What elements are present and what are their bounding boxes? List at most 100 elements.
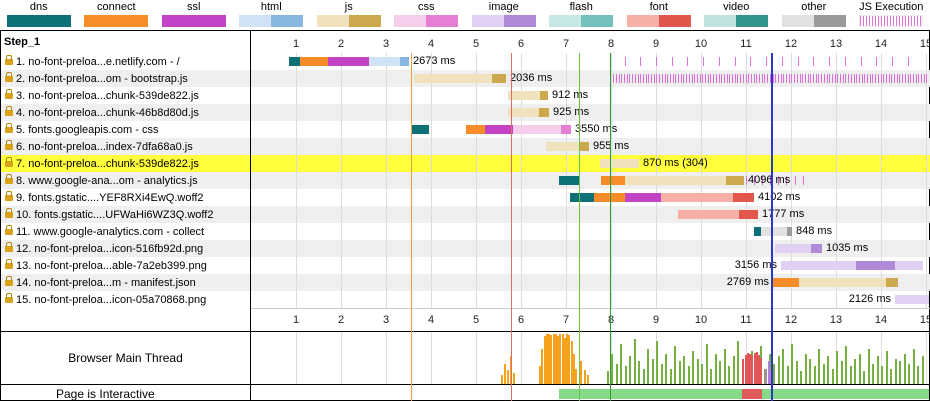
axis-tick-top-7: 7 <box>563 38 569 50</box>
request-row-label[interactable]: 1. no-font-preloa...e.netlify.com - / <box>1 53 250 70</box>
cpu-bar <box>904 354 906 384</box>
request-segment-image_dark <box>811 244 822 253</box>
request-time-label: 925 ms <box>553 104 589 121</box>
request-row-label[interactable]: 11. www.google-analytics.com - collect <box>1 223 250 240</box>
gridline <box>296 53 297 308</box>
cpu-bar <box>823 364 825 384</box>
cpu-bar <box>620 344 622 384</box>
request-row-label[interactable]: 7. no-font-preloa...chunk-539de822.js <box>1 155 250 172</box>
request-url: 14. no-font-preloa...m - manifest.json <box>16 277 196 289</box>
request-url: 5. fonts.googleapis.com - css <box>16 124 158 136</box>
js-execution-tick <box>789 74 790 83</box>
request-time-label: 2126 ms <box>849 291 891 308</box>
js-execution-tick <box>635 74 636 83</box>
request-segment-js_light <box>600 159 639 168</box>
request-row-label[interactable]: 9. fonts.gstatic....YEF8RXi4EwQ.woff2 <box>1 189 250 206</box>
request-labels: 1. no-font-preloa...e.netlify.com - /2. … <box>1 53 250 308</box>
request-row-label[interactable]: 6. no-font-preloa...index-7dfa68a0.js <box>1 138 250 155</box>
js-execution-tick <box>735 74 736 83</box>
axis-tick-bottom-14: 14 <box>875 314 887 326</box>
axis-tick-bottom-10: 10 <box>695 314 707 326</box>
js-execution-tick <box>899 74 900 83</box>
axis-spacer <box>1 308 250 331</box>
axis-tick-bottom-2: 2 <box>338 314 344 326</box>
cpu-bar <box>751 355 753 384</box>
request-segment-js_light <box>546 142 580 151</box>
request-url: 4. no-font-preloa...chunk-46b8d80d.js <box>16 107 199 119</box>
js-execution-tick <box>924 74 925 83</box>
js-execution-tick <box>686 74 687 83</box>
js-execution-tick <box>794 74 795 83</box>
request-row-label[interactable]: 15. no-font-preloa...icon-05a70868.png <box>1 291 250 308</box>
request-segment-ssl <box>328 57 369 66</box>
cpu-bar <box>796 361 798 384</box>
gridline <box>386 332 387 384</box>
js-execution-tick <box>764 74 765 83</box>
legend-item-image: image <box>465 0 543 30</box>
legend-swatch-part <box>659 15 691 27</box>
js-execution-tick <box>773 74 774 83</box>
request-time-label: 955 ms <box>593 138 629 155</box>
cpu-bar <box>692 351 694 384</box>
js-execution-tick <box>621 74 622 83</box>
legend-item-html: html <box>233 0 311 30</box>
cpu-bar <box>670 369 672 384</box>
request-url: 12. no-font-preloa...icon-516fb92d.png <box>16 243 203 255</box>
legend-color-swatch <box>394 15 458 27</box>
request-row-label[interactable]: 14. no-font-preloa...m - manifest.json <box>1 274 250 291</box>
cpu-bar <box>881 366 883 384</box>
request-row-label[interactable]: 13. no-font-preloa...able-7a2eb399.png <box>1 257 250 274</box>
request-row-label[interactable]: 12. no-font-preloa...icon-516fb92d.png <box>1 240 250 257</box>
lock-icon <box>5 110 13 116</box>
js-execution-tick <box>721 74 722 83</box>
axis-tick-bottom-11: 11 <box>740 314 751 326</box>
cpu-bar <box>814 366 816 384</box>
js-execution-tick <box>754 74 755 83</box>
legend-item-ssl: ssl <box>155 0 233 30</box>
request-row-label[interactable]: 10. fonts.gstatic....UFWaHi6WZ3Q.woff2 <box>1 206 250 223</box>
request-segment-image_dark <box>856 261 895 270</box>
request-row-label[interactable]: 2. no-font-preloa...om - bootstrap.js <box>1 70 250 87</box>
cpu-bar <box>770 371 772 384</box>
js-execution-tick <box>670 74 671 83</box>
cpu-bar <box>510 356 512 384</box>
cpu-bar <box>719 361 721 384</box>
request-segment-js_dark <box>886 278 898 287</box>
request-segment-font_dark <box>739 210 758 219</box>
legend-item-js-execution: JS Execution <box>853 0 930 30</box>
cpu-bar <box>922 356 924 384</box>
js-execution-tick <box>740 74 741 83</box>
gridline <box>476 332 477 384</box>
js-execution-tick <box>748 74 749 83</box>
cpu-bar <box>859 354 861 384</box>
time-axis-top: 123456789101112131415 <box>251 31 930 53</box>
js-execution-tick <box>918 74 919 83</box>
lock-icon <box>5 246 13 252</box>
js-execution-tick <box>892 57 893 66</box>
cpu-bar <box>899 361 901 384</box>
row-stripe <box>251 291 930 308</box>
axis-tick-top-1: 1 <box>293 38 299 50</box>
request-row-label[interactable]: 4. no-font-preloa...chunk-46b8d80d.js <box>1 104 250 121</box>
request-segment-dns <box>754 227 761 236</box>
legend-swatch-part <box>704 15 736 27</box>
legend-swatch-part <box>7 15 71 27</box>
legend-color-swatch <box>549 15 613 27</box>
request-segment-js_dark <box>580 142 589 151</box>
axis-tick-top-13: 13 <box>830 38 842 50</box>
legend-swatch-part <box>549 15 581 27</box>
lock-icon <box>5 195 13 201</box>
request-time-label: 2769 ms <box>727 274 769 291</box>
request-list-panel: Step_1 1. no-font-preloa...e.netlify.com… <box>1 31 251 400</box>
cpu-bar <box>501 375 503 384</box>
request-row-label[interactable]: 8. www.google-ana...om - analytics.js <box>1 172 250 189</box>
js-execution-tick <box>878 74 879 83</box>
legend-label: JS Execution <box>859 1 923 14</box>
request-segment-other_light <box>761 227 787 236</box>
cpu-bar <box>890 369 892 384</box>
js-execution-tick <box>802 74 803 83</box>
request-row-label[interactable]: 5. fonts.googleapis.com - css <box>1 121 250 138</box>
legend-swatch-part <box>317 15 349 27</box>
request-row-label[interactable]: 3. no-font-preloa...chunk-539de822.js <box>1 87 250 104</box>
cpu-bar <box>701 364 703 384</box>
